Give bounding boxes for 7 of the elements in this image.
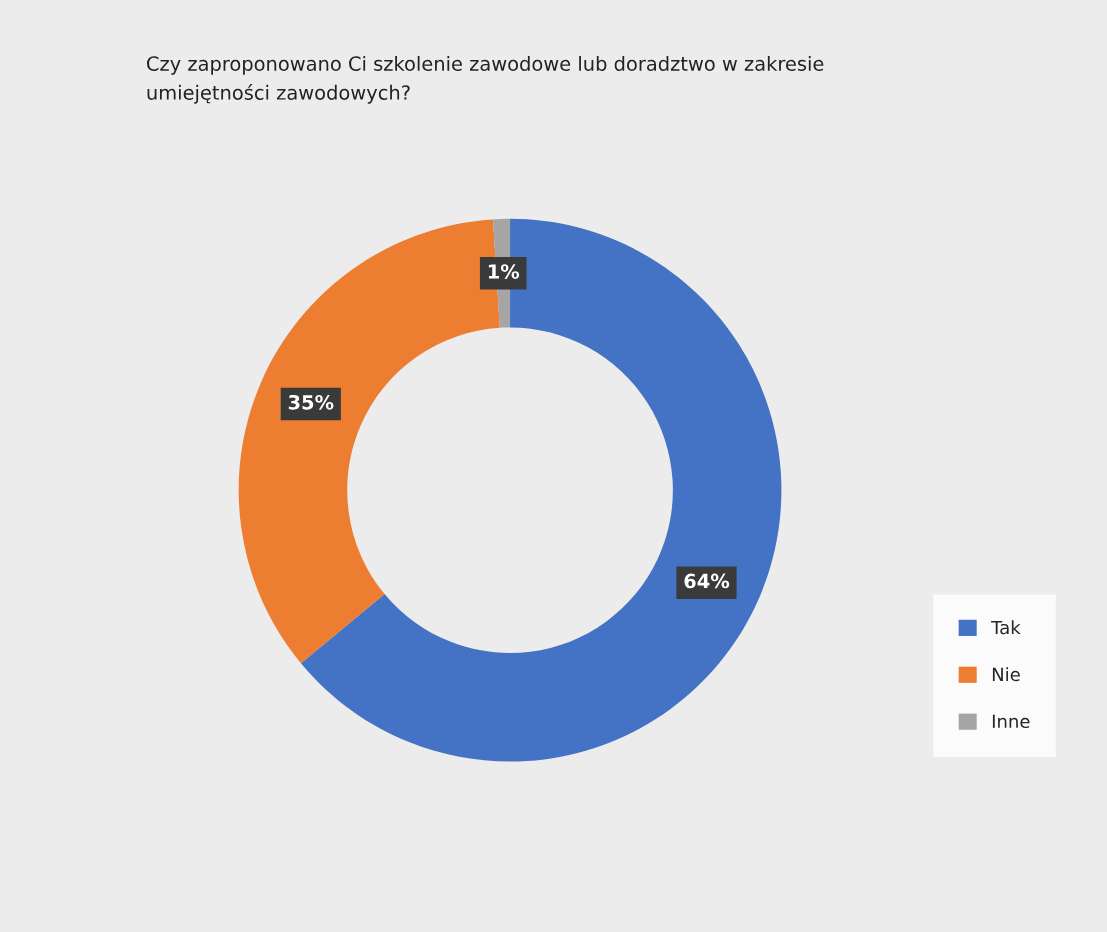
legend-label: Nie xyxy=(992,667,1020,682)
chart-title: Czy zaproponowano Ci szkolenie zawodowe lub doradztwo w zakresie umiejętności zawodowych? xyxy=(146,55,824,104)
data-label: 64% xyxy=(684,573,730,589)
legend-label: Inne xyxy=(992,714,1030,729)
data-label: 35% xyxy=(288,394,334,410)
data-label: 1% xyxy=(488,264,520,279)
legend-label: Tak xyxy=(991,620,1021,635)
